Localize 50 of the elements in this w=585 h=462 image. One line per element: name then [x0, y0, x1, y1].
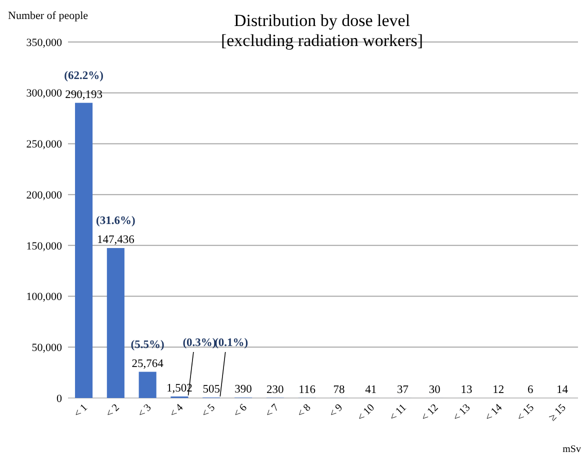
y-tick-label: 250,000: [26, 138, 62, 151]
data-label: 13: [460, 384, 473, 396]
x-tick-label: < 4: [168, 402, 186, 420]
x-tick-label: < 2: [104, 402, 122, 420]
annotation: (62.2%): [64, 70, 104, 82]
y-tick-label: 100,000: [26, 291, 62, 304]
annotation: (0.3%): [182, 337, 216, 349]
bar: [75, 102, 93, 398]
bar: [106, 248, 124, 398]
x-tick-label: < 15: [515, 402, 536, 424]
data-label: 147,436: [96, 234, 135, 246]
x-tick-label: < 5: [200, 402, 218, 420]
x-tick-label: < 12: [420, 402, 441, 424]
data-label: 116: [298, 384, 316, 396]
annotation: (31.6%): [96, 215, 136, 228]
x-tick-label: < 3: [136, 402, 154, 420]
annotation: (0.1%): [214, 337, 248, 349]
x-axis-title: mSv: [562, 444, 581, 455]
x-tick-label: < 8: [296, 402, 314, 420]
data-label: 6: [527, 384, 534, 396]
x-tick-label: < 1: [72, 402, 90, 420]
data-label: 78: [333, 384, 345, 396]
x-tick-label: ≥ 15: [547, 402, 568, 424]
x-tick-label: < 6: [232, 402, 250, 420]
data-label: 25,764: [132, 358, 164, 370]
y-axis-title: Number of people: [8, 10, 88, 22]
x-tick-label: < 11: [388, 402, 409, 424]
data-label: 390: [234, 384, 252, 396]
y-tick-label: 50,000: [32, 342, 62, 354]
x-tick-label: < 9: [328, 402, 346, 420]
data-label: 30: [428, 384, 441, 396]
data-label: 41: [365, 384, 377, 396]
data-label: 14: [556, 384, 568, 396]
x-tick-label: < 14: [483, 402, 506, 424]
x-tick-label: < 13: [451, 402, 473, 424]
bar: [138, 372, 156, 398]
y-tick-label: 150,000: [26, 240, 62, 252]
x-tick-label: < 7: [264, 402, 282, 420]
chart-title: Distribution by dose level [excluding radiation workers]: [220, 11, 424, 50]
data-label: 37: [396, 384, 409, 396]
y-tick-label: 350,000: [26, 36, 62, 49]
data-label: 230: [266, 384, 284, 396]
y-tick-label: 0: [56, 392, 62, 405]
x-tick-label: < 10: [356, 402, 377, 424]
annotation: (5.5%): [130, 338, 165, 351]
data-label: 505: [202, 383, 220, 396]
data-label: 290,193: [65, 88, 103, 101]
y-tick-label: 200,000: [26, 189, 62, 202]
y-tick-label: 300,000: [26, 88, 62, 100]
data-label: 12: [492, 384, 504, 396]
